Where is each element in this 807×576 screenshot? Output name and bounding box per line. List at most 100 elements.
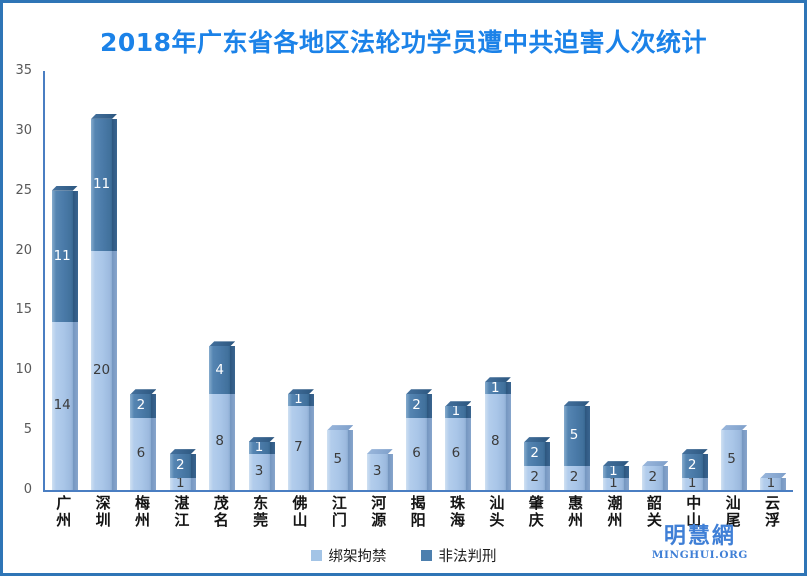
bar-segment-light: 6 [406, 418, 433, 490]
bar-value-label: 7 [294, 439, 303, 456]
bar-value-label: 6 [136, 445, 146, 462]
bar-top-cap [248, 437, 275, 443]
bar-value-label: 1 [451, 403, 461, 420]
stacked-bar: 14 11 [51, 185, 78, 490]
bar-segment-light: 5 [721, 430, 748, 490]
y-tick-label: 15 [15, 302, 32, 318]
bar-top-cap [406, 389, 433, 395]
bar-slot: 14 11 [45, 71, 84, 490]
y-tick-label: 30 [15, 122, 32, 138]
legend: 绑架拘禁 非法判刑 [3, 545, 804, 566]
bar-top-cap [563, 401, 590, 407]
bar-top-cap [602, 461, 629, 467]
bar-top-cap [327, 425, 354, 431]
x-category-label: 惠州 [566, 495, 585, 529]
legend-item: 绑架拘禁 [310, 545, 387, 566]
bar-segment-dark: 2 [169, 454, 196, 479]
bar-top-cap [209, 341, 236, 347]
bar-value-label: 1 [254, 439, 264, 456]
x-axis-labels: 广州 深圳 梅州 湛江 茂名 东莞 佛山 江门 河源 揭阳 珠海 汕头 肇庆 惠州 潮州 韶关 中山 汕尾 云浮 [43, 495, 791, 529]
bar-value-label: 11 [92, 175, 111, 192]
x-category-label: 中山 [684, 495, 703, 529]
bar-value-label: 1 [609, 475, 618, 492]
bar-top-cap [524, 437, 551, 443]
y-tick-label: 25 [15, 182, 32, 198]
bar-value-label: 5 [333, 451, 343, 468]
bar-top-cap [721, 425, 748, 431]
x-category-label: 韶关 [644, 495, 663, 529]
y-tick-label: 10 [15, 362, 32, 378]
x-category-label: 潮州 [605, 495, 624, 529]
x-category-label: 深圳 [93, 495, 112, 529]
bar-segment-light: 2 [563, 466, 590, 490]
legend-swatch-icon [310, 550, 322, 561]
bar-segment-dark: 1 [248, 439, 275, 456]
bar-value-label: 2 [176, 457, 185, 474]
bar-segment-light: 2 [524, 466, 551, 490]
bar-segment-light: 3 [248, 454, 275, 490]
bar-slot: 5 [321, 71, 360, 490]
bar-segment-light: 14 [51, 322, 78, 490]
y-tick-label: 35 [15, 63, 32, 78]
bar-value-label: 8 [215, 433, 224, 450]
bar-segment-dark: 1 [484, 381, 511, 395]
bar-value-label: 20 [92, 361, 111, 378]
bar-top-cap [642, 461, 669, 467]
legend-label: 非法判刑 [438, 549, 497, 565]
bar-segment-light: 7 [287, 406, 314, 490]
watermark-cn-logo: 明慧網 [663, 524, 736, 549]
bar-top-cap [484, 377, 511, 383]
bar-value-label: 3 [254, 463, 264, 480]
legend-label: 绑架拘禁 [328, 549, 387, 565]
bar-value-label: 1 [609, 463, 618, 480]
bar-segment-light: 3 [366, 454, 393, 490]
x-category-label: 珠海 [447, 495, 466, 529]
bar-segment-light: 6 [445, 418, 472, 490]
bar-top-cap [169, 449, 196, 455]
legend-item: 非法判刑 [420, 545, 497, 566]
bar-value-label: 2 [648, 469, 658, 486]
x-category-label: 东莞 [251, 495, 270, 529]
bar-segment-dark: 4 [209, 346, 236, 395]
x-category-label: 佛山 [290, 495, 309, 529]
bar-segment-dark: 1 [602, 463, 629, 480]
bar-segment-light: 5 [327, 430, 354, 490]
bar-slot: 20 11 [84, 71, 123, 490]
x-category-label: 梅州 [132, 495, 151, 529]
bar-segment-light: 20 [91, 250, 118, 490]
bar-value-label: 2 [687, 457, 697, 474]
stacked-bar: 5 [721, 425, 748, 490]
bar-value-label: 1 [176, 475, 185, 492]
bar-top-cap [287, 389, 314, 395]
bar-value-label: 4 [215, 361, 224, 378]
bar-segment-dark: 2 [681, 454, 708, 479]
bar-segment-dark: 2 [524, 442, 551, 467]
x-category-label: 肇庆 [526, 495, 545, 529]
x-category-label: 茂名 [211, 495, 230, 529]
bar-slot: 5 [714, 71, 753, 490]
x-category-label: 揭阳 [408, 495, 427, 529]
x-category-label: 湛江 [172, 495, 191, 529]
bar-top-cap [760, 473, 787, 479]
bar-segment-light: 8 [209, 394, 236, 490]
bar-value-label: 2 [530, 445, 539, 462]
bar-value-label: 1 [294, 391, 303, 408]
bar-value-label: 6 [451, 445, 461, 462]
